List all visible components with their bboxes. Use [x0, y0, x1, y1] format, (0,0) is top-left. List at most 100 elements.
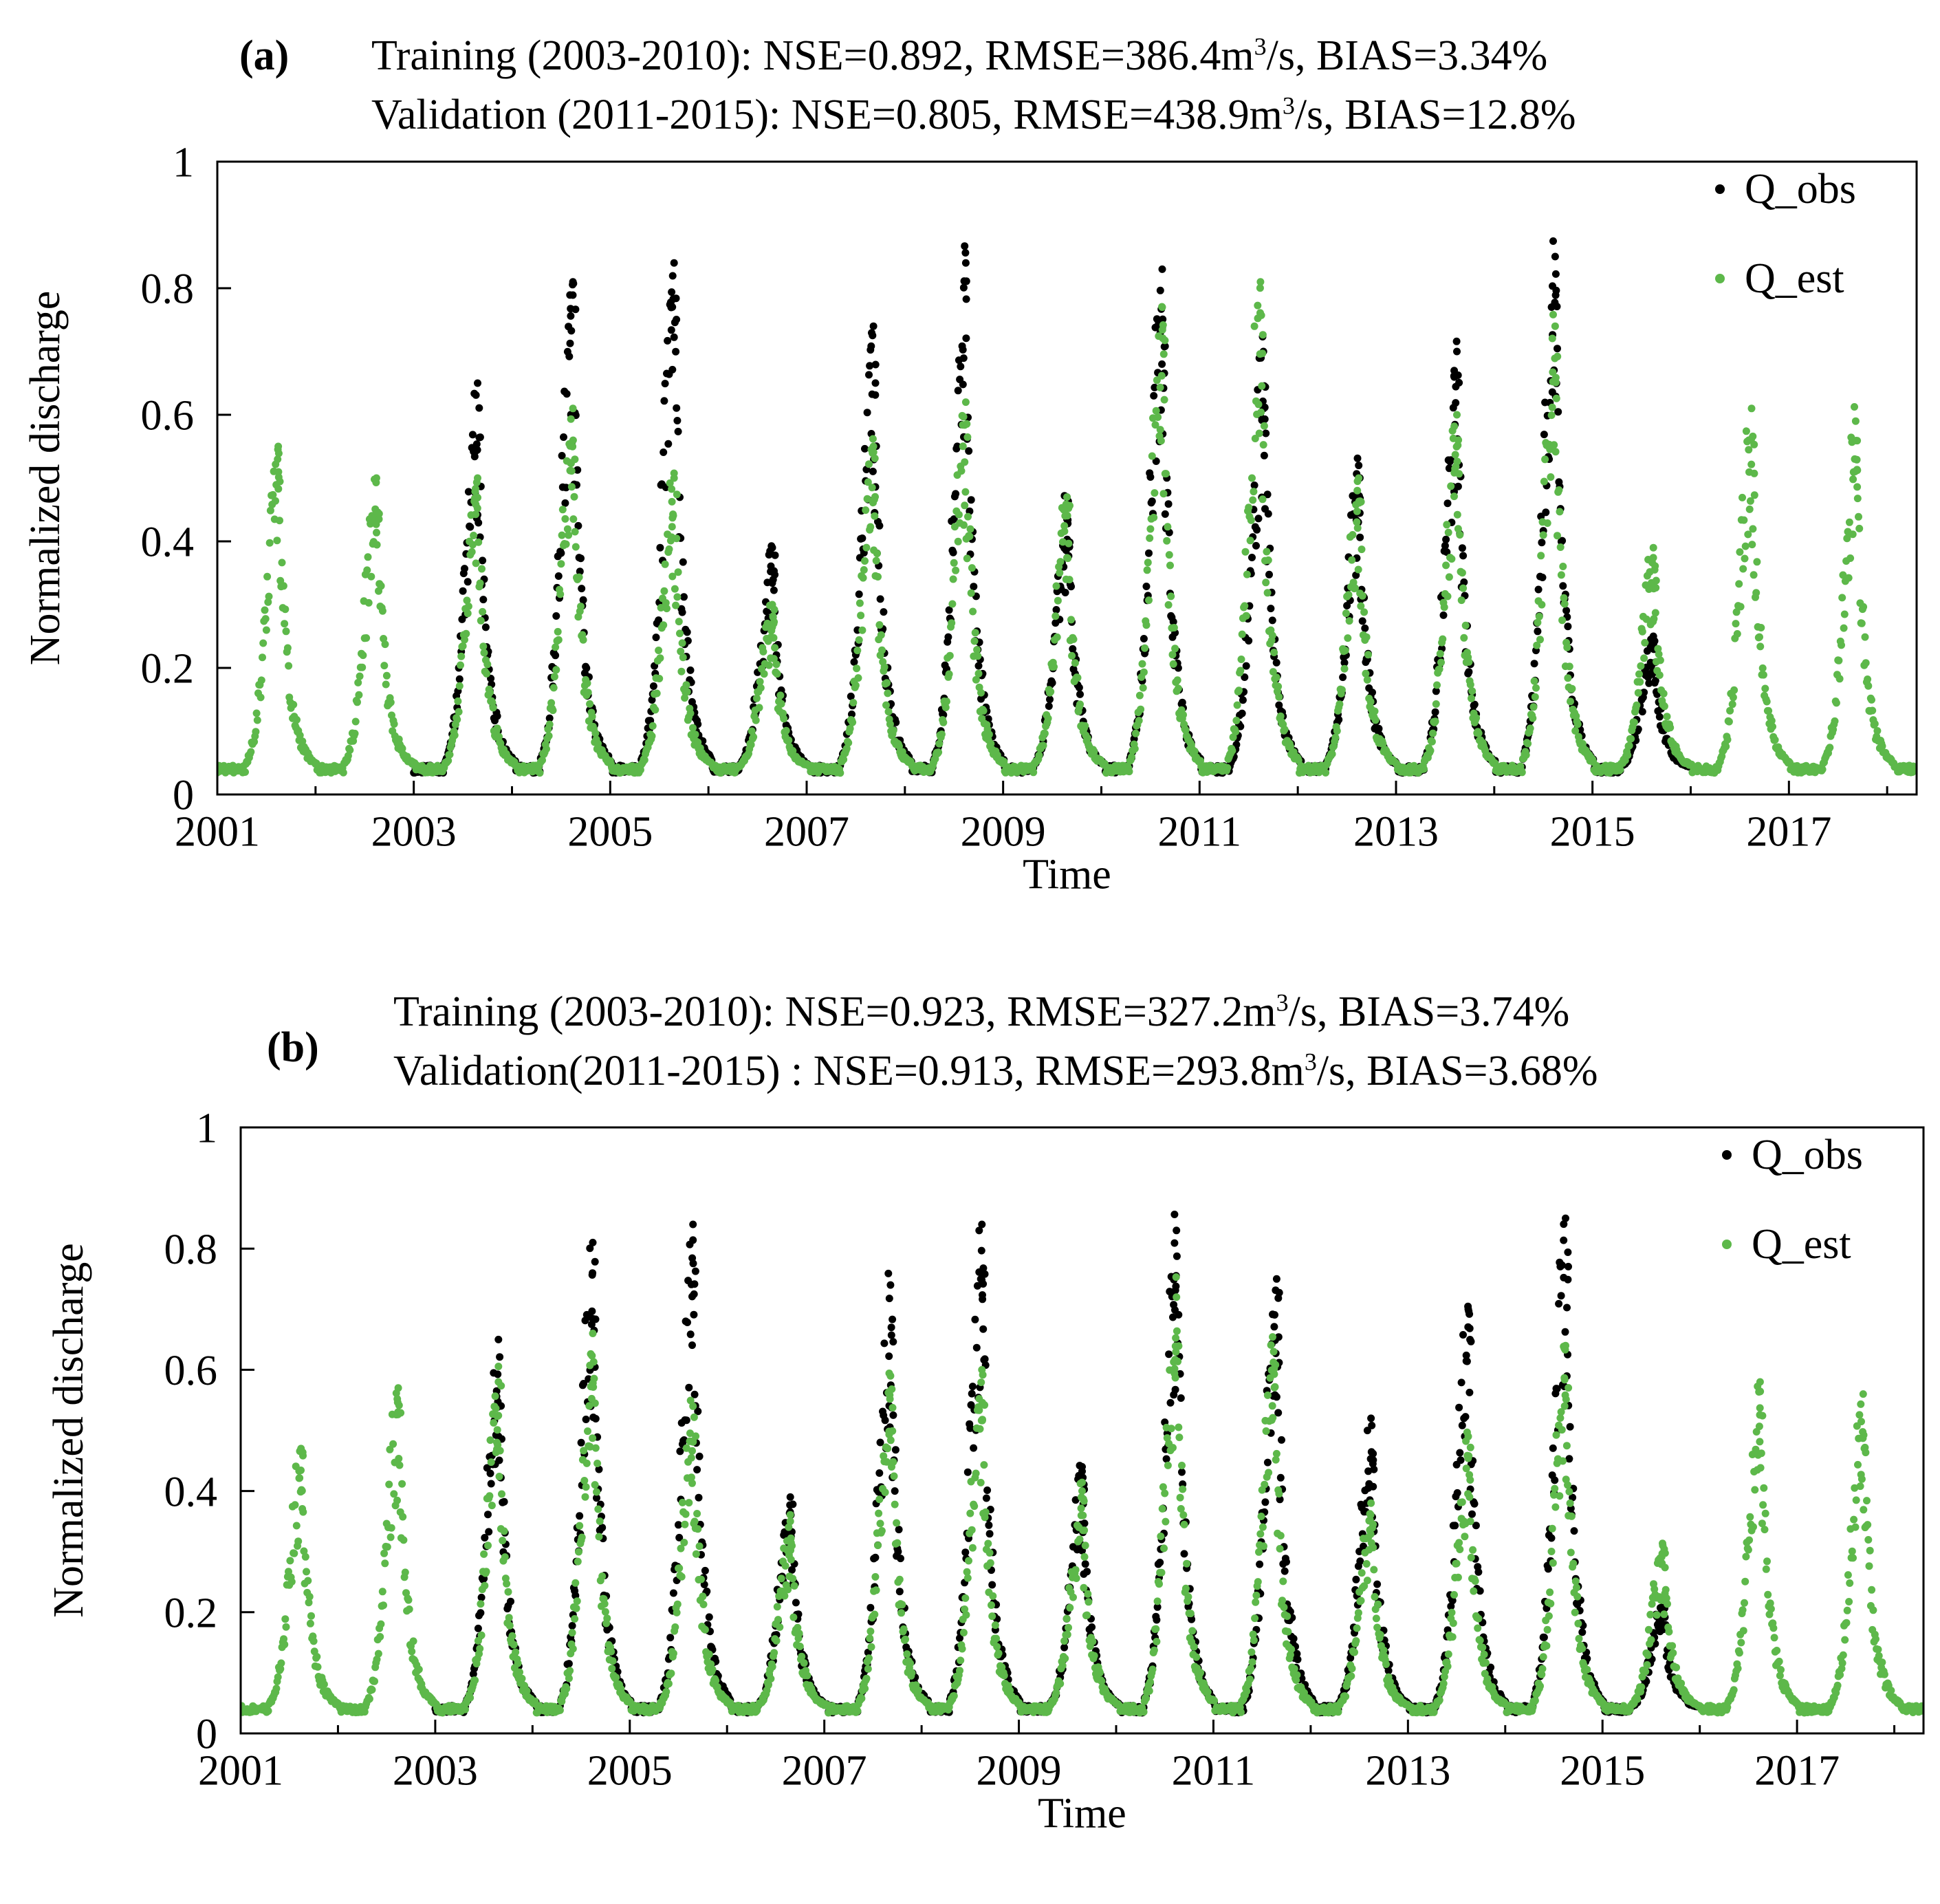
est-point — [241, 768, 249, 776]
est-point — [1749, 432, 1757, 440]
est-point — [979, 706, 988, 715]
est-point — [857, 612, 865, 620]
obs-point — [1272, 658, 1280, 667]
est-point — [1616, 766, 1624, 774]
est-point — [1238, 630, 1246, 638]
obs-point — [1258, 416, 1266, 424]
est-point — [1873, 727, 1882, 735]
obs-point — [476, 433, 484, 442]
est-point — [372, 474, 380, 482]
obs-point — [1052, 606, 1060, 614]
obs-point — [668, 272, 677, 280]
est-point — [864, 478, 872, 486]
obs-point — [695, 1493, 703, 1502]
est-point — [1363, 675, 1371, 684]
est-point — [853, 647, 862, 655]
obs-point — [1534, 627, 1542, 636]
est-point — [1035, 751, 1043, 759]
est-point — [849, 718, 857, 726]
obs-point — [1361, 624, 1369, 632]
est-point — [1270, 649, 1278, 656]
obs-point — [1180, 1550, 1188, 1558]
obs-point — [889, 1411, 897, 1419]
est-point — [1635, 670, 1643, 678]
est-point — [1747, 460, 1756, 468]
obs-point — [580, 1380, 588, 1387]
est-point — [961, 501, 969, 510]
obs-point — [566, 339, 574, 347]
obs-point — [481, 623, 490, 631]
est-point — [1342, 609, 1350, 618]
est-point — [1353, 507, 1361, 515]
obs-point — [982, 1494, 990, 1502]
est-point — [1161, 336, 1169, 345]
est-point — [552, 643, 560, 651]
validation-metrics: Validation(2011-2015) : NSE=0.913, RMSE=… — [393, 1049, 1598, 1092]
obs-point — [557, 549, 565, 557]
est-point — [959, 413, 968, 421]
est-point — [875, 621, 884, 629]
est-point — [557, 560, 565, 568]
obs-point — [1067, 583, 1075, 591]
obs-point — [648, 696, 656, 704]
x-axis-label: Time — [1023, 851, 1111, 898]
obs-point — [1455, 378, 1463, 387]
est-point — [1851, 455, 1859, 463]
obs-point — [1140, 635, 1148, 642]
x-tick-label: 2015 — [1550, 808, 1635, 855]
obs-point — [962, 334, 970, 343]
est-point — [261, 606, 269, 614]
est-point — [889, 726, 897, 735]
est-point — [1429, 729, 1437, 737]
obs-point — [567, 327, 576, 335]
legend-label: Q_obs — [1745, 166, 1856, 213]
est-point — [869, 442, 878, 451]
obs-point — [1236, 722, 1245, 731]
obs-point — [876, 595, 884, 603]
obs-point — [660, 397, 668, 405]
obs-point — [961, 249, 970, 257]
est-point — [398, 744, 406, 753]
obs-point — [703, 1588, 711, 1595]
obs-point — [552, 651, 560, 660]
est-point — [495, 733, 503, 741]
est-point — [1242, 612, 1250, 620]
obs-point — [871, 391, 880, 399]
est-point — [358, 663, 367, 671]
est-point — [480, 649, 488, 657]
est-point — [655, 675, 664, 682]
obs-point — [680, 1436, 688, 1444]
est-point — [1152, 407, 1160, 415]
est-point — [378, 607, 386, 615]
obs-point — [961, 242, 969, 250]
est-point — [259, 639, 268, 647]
est-point — [1150, 513, 1158, 521]
obs-point — [981, 1355, 989, 1363]
est-point — [968, 564, 976, 572]
est-point — [1054, 596, 1062, 605]
est-point — [862, 543, 871, 552]
obs-point — [1542, 508, 1550, 517]
est-point — [1851, 403, 1858, 411]
obs-point — [656, 543, 664, 552]
obs-point — [1452, 399, 1460, 407]
est-point — [1235, 686, 1243, 695]
obs-point — [1150, 391, 1158, 400]
est-point — [1538, 601, 1546, 609]
est-point — [1090, 748, 1098, 756]
est-point — [1179, 711, 1187, 719]
est-point — [1625, 742, 1633, 750]
est-point — [584, 689, 592, 697]
est-point — [1529, 703, 1538, 711]
est-point — [1636, 678, 1644, 686]
est-point — [1725, 717, 1733, 726]
est-point — [752, 694, 761, 702]
obs-point — [455, 675, 464, 683]
est-point — [1722, 742, 1730, 750]
est-point — [1355, 474, 1363, 482]
est-point — [1565, 662, 1573, 671]
est-point — [961, 398, 970, 407]
est-point — [960, 521, 968, 529]
est-point — [455, 708, 463, 716]
obs-point — [576, 1512, 584, 1520]
